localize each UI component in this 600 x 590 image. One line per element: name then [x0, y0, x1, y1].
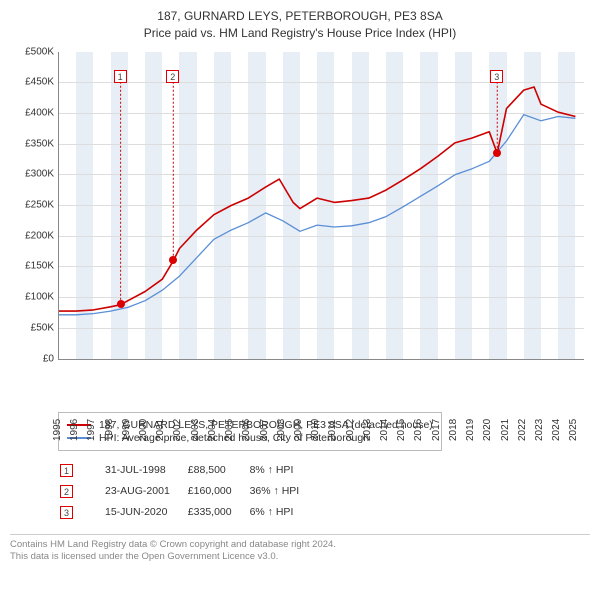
sale-date: 15-JUN-2020 — [105, 503, 186, 522]
x-axis-label: 1995 — [52, 393, 63, 441]
x-axis-label: 2017 — [431, 393, 442, 441]
sale-marker-icon: 3 — [490, 70, 503, 83]
footer-line: Contains HM Land Registry data © Crown c… — [10, 539, 590, 551]
x-axis-label: 2025 — [568, 393, 579, 441]
y-axis-label: £50K — [10, 322, 54, 333]
sale-marker-icon: 2 — [166, 70, 179, 83]
x-axis-label: 2013 — [362, 393, 373, 441]
x-axis-label: 2016 — [413, 393, 424, 441]
x-axis-label: 2002 — [172, 393, 183, 441]
y-axis-label: £400K — [10, 107, 54, 118]
y-axis-label: £250K — [10, 200, 54, 211]
x-axis-label: 1996 — [69, 393, 80, 441]
x-axis-label: 2024 — [551, 393, 562, 441]
y-axis-label: £150K — [10, 261, 54, 272]
x-axis-label: 1999 — [121, 393, 132, 441]
table-row: 1 31-JUL-1998 £88,500 8% ↑ HPI — [60, 461, 315, 480]
x-axis-label: 2023 — [534, 393, 545, 441]
sale-date: 31-JUL-1998 — [105, 461, 186, 480]
chart-title-block: 187, GURNARD LEYS, PETERBOROUGH, PE3 8SA… — [10, 8, 590, 42]
y-axis-label: £350K — [10, 138, 54, 149]
title-line-1: 187, GURNARD LEYS, PETERBOROUGH, PE3 8SA — [10, 8, 590, 25]
x-axis-label: 2000 — [138, 393, 149, 441]
sale-price: £88,500 — [188, 461, 248, 480]
sale-delta: 36% ↑ HPI — [250, 482, 316, 501]
title-line-2: Price paid vs. HM Land Registry's House … — [10, 25, 590, 42]
x-axis-label: 2014 — [379, 393, 390, 441]
footer: Contains HM Land Registry data © Crown c… — [10, 534, 590, 564]
chart: 1 2 3 £0 £50K £100K £150K £200K £250K £300K £350K… — [10, 48, 590, 408]
x-axis-label: 2021 — [500, 393, 511, 441]
x-axis-label: 1998 — [104, 393, 115, 441]
x-axis-label: 2007 — [259, 393, 270, 441]
x-axis-label: 2008 — [276, 393, 287, 441]
x-axis-label: 2015 — [396, 393, 407, 441]
x-axis-label: 2012 — [345, 393, 356, 441]
x-axis-label: 2010 — [310, 393, 321, 441]
plot-area: 1 2 3 — [58, 52, 584, 360]
x-axis-label: 2001 — [155, 393, 166, 441]
sale-price: £160,000 — [188, 482, 248, 501]
x-axis-label: 2020 — [482, 393, 493, 441]
y-axis-label: £300K — [10, 169, 54, 180]
sale-marker-icon: 3 — [60, 506, 73, 519]
table-row: 2 23-AUG-2001 £160,000 36% ↑ HPI — [60, 482, 315, 501]
sale-delta: 8% ↑ HPI — [250, 461, 316, 480]
x-axis-label: 2009 — [293, 393, 304, 441]
sale-dot-icon — [117, 300, 125, 308]
x-axis-label: 2004 — [207, 393, 218, 441]
y-axis-label: £100K — [10, 292, 54, 303]
sale-price: £335,000 — [188, 503, 248, 522]
sale-dot-icon — [169, 256, 177, 264]
sale-marker-icon: 2 — [60, 485, 73, 498]
sales-table: 1 31-JUL-1998 £88,500 8% ↑ HPI 2 23-AUG-… — [58, 459, 317, 524]
x-axis-label: 2019 — [465, 393, 476, 441]
x-axis-label: 1997 — [86, 393, 97, 441]
sale-dot-icon — [493, 149, 501, 157]
table-row: 3 15-JUN-2020 £335,000 6% ↑ HPI — [60, 503, 315, 522]
y-axis-label: £450K — [10, 77, 54, 88]
x-axis-label: 2005 — [224, 393, 235, 441]
footer-line: This data is licensed under the Open Gov… — [10, 551, 590, 563]
chart-lines — [59, 52, 584, 359]
x-axis-label: 2006 — [241, 393, 252, 441]
x-axis-label: 2022 — [517, 393, 528, 441]
y-axis-label: £200K — [10, 230, 54, 241]
x-axis-label: 2018 — [448, 393, 459, 441]
y-axis-label: £0 — [10, 353, 54, 364]
sale-delta: 6% ↑ HPI — [250, 503, 316, 522]
x-axis-label: 2003 — [190, 393, 201, 441]
sale-marker-icon: 1 — [114, 70, 127, 83]
sale-marker-icon: 1 — [60, 464, 73, 477]
sale-date: 23-AUG-2001 — [105, 482, 186, 501]
x-axis-label: 2011 — [327, 393, 338, 441]
y-axis-label: £500K — [10, 46, 54, 57]
